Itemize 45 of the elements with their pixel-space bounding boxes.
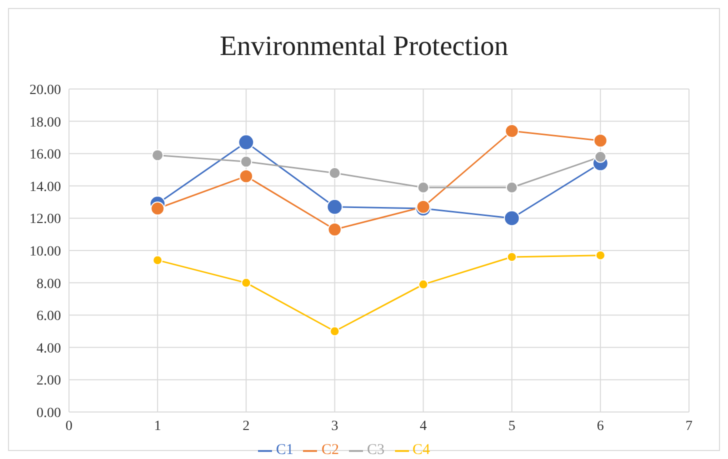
point <box>595 250 606 260</box>
point <box>594 150 606 163</box>
y-tick-label: 6.00 <box>36 309 61 324</box>
x-tick-label: 1 <box>154 418 162 434</box>
y-tick-label: 16.00 <box>30 148 61 163</box>
point <box>152 255 163 266</box>
point <box>504 210 520 226</box>
y-tick-label: 4.00 <box>36 341 61 356</box>
y-tick-label: 10.00 <box>30 244 61 260</box>
legend-label: C1 <box>276 442 294 458</box>
y-tick-label: 0.00 <box>36 406 61 421</box>
x-tick-label: 4 <box>420 418 427 434</box>
y-tick-label: 12.00 <box>30 212 61 228</box>
point <box>152 149 164 162</box>
point <box>328 166 341 179</box>
point <box>328 222 342 237</box>
chart-title: Environmental Protection <box>218 30 510 64</box>
x-tick-label: 2 <box>242 418 250 434</box>
legend-label: C3 <box>367 442 385 458</box>
point <box>506 252 517 262</box>
x-tick-label: 6 <box>596 418 604 434</box>
y-tick-label: 18.00 <box>30 115 61 130</box>
point <box>418 279 428 290</box>
point <box>240 156 252 168</box>
point <box>330 326 340 336</box>
y-tick-label: 8.00 <box>36 276 61 292</box>
x-tick-label: 3 <box>331 418 338 434</box>
point <box>150 202 165 216</box>
point <box>593 134 608 148</box>
x-tick-label: 0 <box>66 418 72 434</box>
point <box>326 198 343 215</box>
legend-label: C4 <box>412 442 430 458</box>
legend-label: C2 <box>321 442 339 458</box>
point <box>416 200 430 214</box>
x-tick-label: 7 <box>686 418 692 434</box>
point <box>238 134 254 150</box>
point <box>239 169 254 184</box>
point <box>506 182 518 194</box>
y-tick-label: 14.00 <box>30 180 61 195</box>
x-tick-label: 5 <box>508 418 516 434</box>
y-tick-label: 2.00 <box>36 374 61 389</box>
point <box>241 278 252 288</box>
point <box>417 182 430 194</box>
y-tick-label: 20.00 <box>30 82 61 98</box>
point <box>504 124 519 138</box>
